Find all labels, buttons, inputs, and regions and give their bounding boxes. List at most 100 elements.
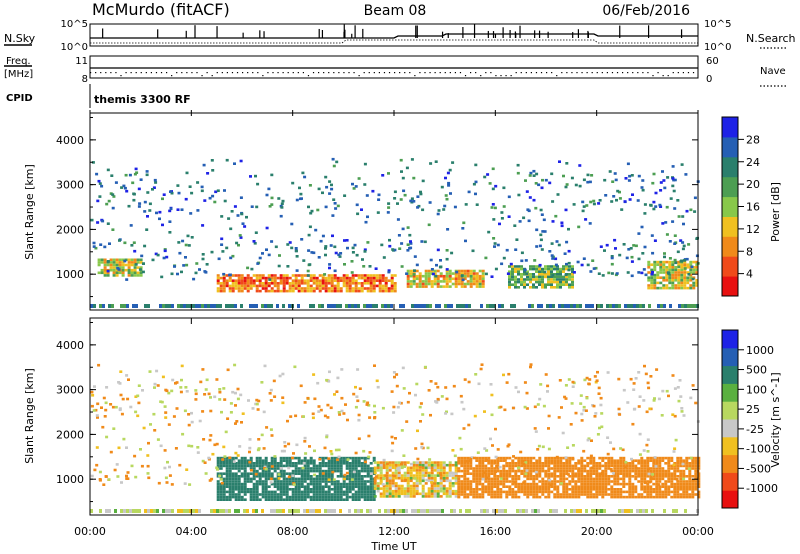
range-cell <box>427 223 431 227</box>
range-cell <box>276 464 280 468</box>
range-cell <box>208 438 212 442</box>
range-cell <box>294 282 298 285</box>
range-cell <box>673 472 677 475</box>
range-cell <box>658 462 662 465</box>
range-cell <box>362 449 366 453</box>
range-cell <box>604 469 608 473</box>
range-cell <box>475 203 479 206</box>
range-cell <box>394 487 398 490</box>
range-cell <box>589 469 593 473</box>
range-cell <box>418 282 422 286</box>
range-cell <box>622 388 626 392</box>
range-cell <box>538 244 542 248</box>
range-cell <box>280 202 284 206</box>
nave-point <box>252 72 254 74</box>
range-cell <box>668 286 672 290</box>
range-cell <box>613 488 617 491</box>
range-cell <box>687 304 690 308</box>
nave-point <box>449 72 451 74</box>
range-cell <box>343 473 347 477</box>
range-cell <box>315 282 319 285</box>
range-cell <box>321 462 325 465</box>
range-cell <box>494 184 498 188</box>
range-cell <box>327 480 331 483</box>
range-cell <box>223 398 227 401</box>
range-cell <box>181 432 185 436</box>
range-cell <box>234 462 238 465</box>
range-cell <box>469 280 473 283</box>
nave-point <box>525 72 527 74</box>
range-cell <box>276 467 280 470</box>
range-cell <box>243 488 247 491</box>
range-cell <box>574 488 578 491</box>
range-cell <box>531 304 534 308</box>
range-cell <box>445 492 449 496</box>
range-cell <box>500 262 504 266</box>
range-cell <box>279 462 283 465</box>
range-cell <box>604 490 608 494</box>
range-cell <box>318 289 322 293</box>
range-cell <box>339 488 343 491</box>
range-cell <box>95 463 99 467</box>
range-cell <box>580 482 584 486</box>
range-cell <box>661 490 665 494</box>
range-cell <box>281 401 285 405</box>
power-panel-frame <box>89 112 699 311</box>
range-cell <box>234 284 238 288</box>
range-cell <box>571 265 574 268</box>
range-cell <box>618 190 621 194</box>
range-cell <box>121 274 125 277</box>
range-cell <box>547 456 551 460</box>
range-cell <box>216 493 220 496</box>
nave-point <box>353 72 355 74</box>
range-cell <box>577 469 581 472</box>
range-cell <box>357 488 361 491</box>
range-cell <box>357 462 361 465</box>
range-cell <box>580 480 584 483</box>
range-cell <box>688 462 692 465</box>
range-cell <box>583 459 587 462</box>
colorbar-tick-label: 24 <box>746 156 760 169</box>
range-cell <box>270 282 274 285</box>
range-cell <box>306 490 310 494</box>
range-cell <box>481 280 485 283</box>
range-cell <box>634 459 638 462</box>
range-cell <box>664 221 668 224</box>
range-cell <box>231 495 235 499</box>
range-cell <box>318 282 322 285</box>
range-cell <box>418 482 422 485</box>
range-cell <box>538 462 542 465</box>
range-cell <box>180 378 183 382</box>
range-cell <box>270 456 274 460</box>
range-cell <box>616 472 620 475</box>
range-cell <box>436 466 440 470</box>
range-cell <box>418 280 422 283</box>
nave-point <box>530 72 532 74</box>
range-cell <box>173 265 176 268</box>
range-cell <box>378 276 382 280</box>
range-cell <box>661 495 665 499</box>
range-cell <box>472 480 476 483</box>
range-cell <box>643 480 647 483</box>
range-cell <box>430 469 434 472</box>
range-cell <box>388 495 392 498</box>
range-cell <box>321 488 325 491</box>
range-cell <box>598 490 602 494</box>
range-cell <box>632 388 636 391</box>
nave-point <box>616 72 619 74</box>
range-cell <box>567 304 570 308</box>
range-cell <box>454 495 458 498</box>
range-cell <box>285 289 289 293</box>
range-cell <box>261 475 265 478</box>
range-cell <box>676 495 680 499</box>
range-cell <box>277 197 281 200</box>
range-cell <box>234 493 238 496</box>
range-cell <box>168 304 171 308</box>
range-cell <box>109 266 113 269</box>
range-cell <box>484 472 488 475</box>
nave-point <box>287 72 289 74</box>
range-cell <box>326 403 330 407</box>
range-cell <box>514 386 518 389</box>
range-cell <box>517 278 520 281</box>
range-cell <box>601 274 605 277</box>
